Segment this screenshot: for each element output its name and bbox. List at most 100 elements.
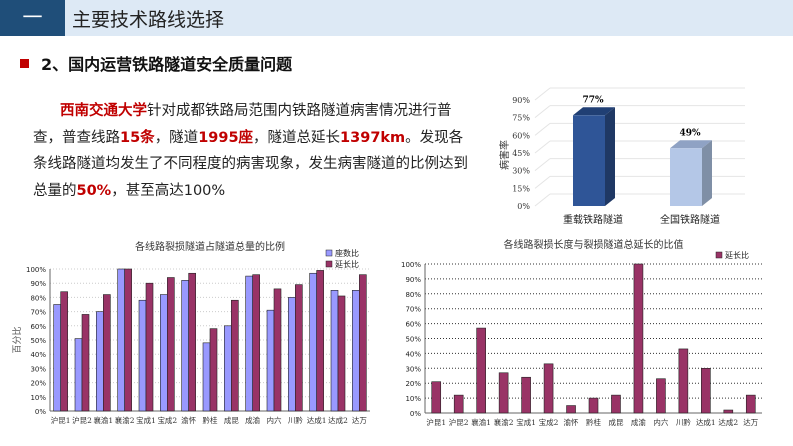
legend-swatch xyxy=(715,251,723,259)
y-tick-label: 15% xyxy=(512,184,530,193)
bar-b xyxy=(273,288,282,412)
highlight-text: 1995座 xyxy=(198,129,254,146)
legend-label: 延长比 xyxy=(725,250,749,260)
bar-a xyxy=(611,394,621,414)
highlight-text: 15条 xyxy=(120,129,155,146)
bar-a xyxy=(160,294,168,412)
category-label: 渝怀 xyxy=(181,415,196,425)
y-tick-label: 70% xyxy=(405,306,421,314)
category-label: 川黔 xyxy=(288,415,303,425)
bar-a xyxy=(352,289,360,412)
y-axis-label: 百分比 xyxy=(11,326,23,353)
y-axis-label: 病害率 xyxy=(498,140,511,170)
category-label: 成渝 xyxy=(631,417,646,427)
bar-b xyxy=(81,314,90,412)
y-tick-label: 60% xyxy=(30,323,46,331)
chart-title: 各线路裂损隧道占隧道总量的比例 xyxy=(135,240,285,253)
y-tick-label: 0% xyxy=(35,408,46,416)
category-label: 内六 xyxy=(653,417,668,427)
bar-a xyxy=(498,372,509,414)
y-tick-label: 0% xyxy=(517,202,530,211)
category-label: 宝成2 xyxy=(539,417,559,427)
bar-a xyxy=(633,263,644,414)
y-tick-label: 40% xyxy=(30,351,46,359)
category-label: 达万 xyxy=(352,415,367,425)
y-tick-label: 75% xyxy=(512,114,530,123)
bar-a xyxy=(330,289,339,412)
category-label: 达成2 xyxy=(718,417,738,427)
bar-a xyxy=(224,325,232,412)
gridline xyxy=(534,158,551,172)
gridline xyxy=(534,140,551,154)
y-tick-label: 80% xyxy=(30,294,46,302)
paragraph-text: 针对成都铁路局范围内铁路隧道病害情况进行普查，普查线路 xyxy=(33,103,452,146)
chart-damaged-tunnel-ratio: 各线路裂损隧道占隧道总量的比例 0% 10% 20% 30% 40% 50% 60% 70% 80… xyxy=(11,240,370,425)
y-tick-label: 0% xyxy=(410,410,421,418)
y-tick-label: 40% xyxy=(405,350,421,358)
category-label: 达万 xyxy=(743,417,758,427)
bar-a xyxy=(96,311,104,412)
bar-a xyxy=(521,376,531,414)
y-tick-label: 70% xyxy=(30,309,46,317)
bar-a xyxy=(138,299,147,412)
chart-disease-rate: 0% 15% 30% 45% 60% 75% 90% 病害率 77% 重载铁路隧道 49% 全国铁路隧… xyxy=(498,87,745,226)
highlight-text: 1397km xyxy=(340,129,406,146)
highlight-text: 西南交通大学 xyxy=(60,103,147,119)
header-bar: 一 主要技术路线选择 xyxy=(0,0,793,36)
bar-a xyxy=(117,268,125,412)
bar-a xyxy=(745,394,756,414)
category-label: 达成1 xyxy=(307,415,327,425)
category-label: 成渝 xyxy=(245,415,260,425)
bar-a xyxy=(678,348,689,414)
y-tick-label: 10% xyxy=(405,395,421,403)
y-tick-label: 80% xyxy=(405,291,421,299)
gridline xyxy=(534,122,551,136)
bar-top xyxy=(670,140,712,149)
category-label: 沪昆1 xyxy=(51,415,71,425)
y-tick-label: 100% xyxy=(26,266,46,274)
bar-top xyxy=(573,107,615,116)
category-label: 重载铁路隧道 xyxy=(563,213,623,226)
category-label: 成昆 xyxy=(224,415,239,425)
bar-b xyxy=(145,282,154,412)
legend-label: 座数比 xyxy=(335,248,359,258)
legend-label: 延长比 xyxy=(335,259,359,269)
bar-b xyxy=(359,274,367,412)
gridline xyxy=(534,105,551,119)
category-label: 川黔 xyxy=(676,417,691,427)
category-label: 宝成1 xyxy=(136,415,156,425)
y-tick-label: 50% xyxy=(30,337,46,345)
bar-a xyxy=(288,297,296,412)
y-tick-label: 30% xyxy=(512,167,530,176)
bar-b xyxy=(316,270,324,412)
bar-a xyxy=(74,338,83,412)
bar-a xyxy=(431,381,442,414)
category-label: 成昆 xyxy=(608,417,623,427)
bar-a xyxy=(701,368,711,414)
category-label: 宝成1 xyxy=(516,417,536,427)
category-label: 内六 xyxy=(267,415,282,425)
gridline xyxy=(534,175,551,189)
category-label: 宝成2 xyxy=(157,415,177,425)
y-tick-label: 20% xyxy=(405,380,421,388)
y-tick-label: 90% xyxy=(30,280,46,288)
category-label: 黔桂 xyxy=(203,415,218,425)
y-tick-label: 50% xyxy=(405,336,421,344)
category-label: 襄渝2 xyxy=(115,415,135,425)
bar xyxy=(573,115,605,206)
bar-a xyxy=(588,397,599,414)
bar-b xyxy=(124,268,132,412)
category-label: 全国铁路隧道 xyxy=(660,213,720,226)
bar-a xyxy=(202,342,211,412)
legend-swatch xyxy=(325,249,333,257)
y-tick-label: 60% xyxy=(512,131,530,140)
category-label: 达成2 xyxy=(328,415,348,425)
subtitle-text: 2、国内运营铁路隧道安全质量问题 xyxy=(41,55,293,74)
bar-a xyxy=(245,275,253,412)
data-label: 49% xyxy=(679,128,701,138)
page-title: 主要技术路线选择 xyxy=(72,9,225,31)
y-tick-label: 60% xyxy=(405,321,421,329)
paragraph-text: ，隧道 xyxy=(154,129,199,146)
data-label: 77% xyxy=(582,95,604,105)
y-tick-label: 45% xyxy=(512,149,530,158)
